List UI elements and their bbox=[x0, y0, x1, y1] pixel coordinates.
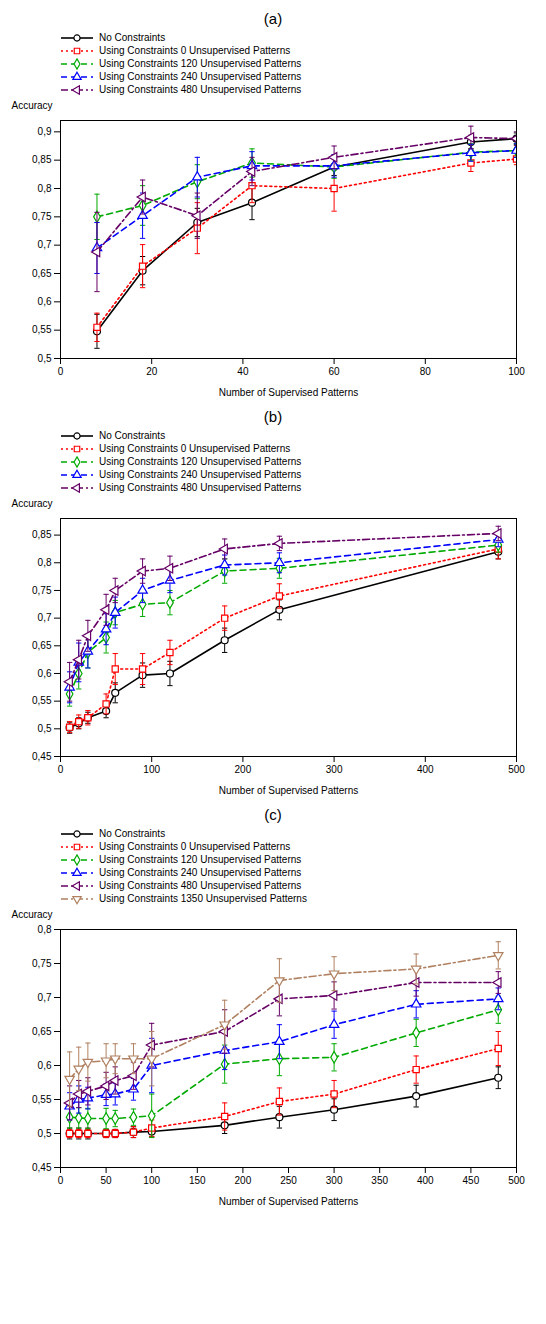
html-text:Using Constraints 480 Unsuperv: Using Constraints 480 Unsupervised Patte… bbox=[99, 482, 302, 493]
svg-text:500: 500 bbox=[508, 764, 525, 775]
svg-text:0,65: 0,65 bbox=[32, 1026, 52, 1037]
svg-text:60: 60 bbox=[329, 366, 341, 377]
svg-text:300: 300 bbox=[326, 1175, 343, 1186]
html-text:Using Constraints 240 Unsuperv: Using Constraints 240 Unsupervised Patte… bbox=[99, 469, 302, 480]
svg-text:80: 80 bbox=[420, 366, 432, 377]
svg-text:Accuracy: Accuracy bbox=[12, 909, 53, 920]
svg-text:0,9: 0,9 bbox=[38, 126, 52, 137]
svg-text:100: 100 bbox=[508, 366, 525, 377]
svg-text:300: 300 bbox=[326, 764, 343, 775]
svg-text:0,75: 0,75 bbox=[32, 958, 52, 969]
svg-text:0,75: 0,75 bbox=[32, 585, 52, 596]
html-text:Using Constraints 0 Unsupervis: Using Constraints 0 Unsupervised Pattern… bbox=[99, 841, 291, 852]
svg-text:200: 200 bbox=[235, 1175, 252, 1186]
svg-text:100: 100 bbox=[143, 1175, 160, 1186]
svg-text:Number of Supervised Patterns: Number of Supervised Patterns bbox=[219, 785, 359, 796]
html-text:Using Constraints 120 Unsuperv: Using Constraints 120 Unsupervised Patte… bbox=[99, 854, 302, 865]
html-text:Using Constraints 480 Unsuperv: Using Constraints 480 Unsupervised Patte… bbox=[99, 880, 302, 891]
svg-text:Number of Supervised Patterns: Number of Supervised Patterns bbox=[219, 1196, 359, 1207]
svg-text:0,45: 0,45 bbox=[32, 1162, 52, 1173]
svg-text:500: 500 bbox=[508, 1175, 525, 1186]
svg-text:40: 40 bbox=[237, 366, 249, 377]
svg-text:0,7: 0,7 bbox=[38, 992, 52, 1003]
svg-text:0,8: 0,8 bbox=[38, 557, 52, 568]
html-text:Using Constraints 120 Unsuperv: Using Constraints 120 Unsupervised Patte… bbox=[99, 58, 302, 69]
svg-text:0: 0 bbox=[58, 764, 64, 775]
html-text:Using Constraints 1350 Unsuper: Using Constraints 1350 Unsupervised Patt… bbox=[99, 893, 307, 904]
svg-text:400: 400 bbox=[417, 764, 434, 775]
svg-text:0: 0 bbox=[58, 1175, 64, 1186]
svg-text:20: 20 bbox=[146, 366, 158, 377]
svg-text:Accuracy: Accuracy bbox=[12, 498, 53, 509]
svg-text:0,45: 0,45 bbox=[32, 751, 52, 762]
html-text:(b): (b) bbox=[263, 408, 283, 425]
svg-text:0,7: 0,7 bbox=[38, 612, 52, 623]
svg-text:200: 200 bbox=[235, 764, 252, 775]
svg-text:0,65: 0,65 bbox=[32, 268, 52, 279]
html-text:No Constraints: No Constraints bbox=[99, 32, 166, 43]
svg-text:0,55: 0,55 bbox=[32, 1094, 52, 1105]
svg-text:150: 150 bbox=[189, 1175, 206, 1186]
svg-text:0,5: 0,5 bbox=[38, 723, 52, 734]
svg-text:Number of Supervised Patterns: Number of Supervised Patterns bbox=[219, 387, 359, 398]
svg-text:100: 100 bbox=[143, 764, 160, 775]
svg-text:0,7: 0,7 bbox=[38, 239, 52, 250]
svg-text:0,6: 0,6 bbox=[38, 668, 52, 679]
svg-text:0,85: 0,85 bbox=[32, 529, 52, 540]
svg-text:0,55: 0,55 bbox=[32, 695, 52, 706]
svg-text:450: 450 bbox=[463, 1175, 480, 1186]
svg-text:50: 50 bbox=[101, 1175, 113, 1186]
svg-text:0,55: 0,55 bbox=[32, 324, 52, 335]
html-text:No Constraints: No Constraints bbox=[99, 828, 166, 839]
svg-text:0,6: 0,6 bbox=[38, 1060, 52, 1071]
svg-text:0: 0 bbox=[58, 366, 64, 377]
html-text:Using Constraints 480 Unsuperv: Using Constraints 480 Unsupervised Patte… bbox=[99, 84, 302, 95]
html-text:Using Constraints 240 Unsuperv: Using Constraints 240 Unsupervised Patte… bbox=[99, 867, 302, 878]
svg-text:Accuracy: Accuracy bbox=[12, 100, 53, 111]
svg-text:400: 400 bbox=[417, 1175, 434, 1186]
html-text:No Constraints: No Constraints bbox=[99, 430, 166, 441]
html-text:(a): (a) bbox=[263, 10, 283, 27]
svg-text:0,85: 0,85 bbox=[32, 154, 52, 165]
svg-text:0,5: 0,5 bbox=[38, 353, 52, 364]
html-text:Using Constraints 0 Unsupervis: Using Constraints 0 Unsupervised Pattern… bbox=[99, 443, 291, 454]
svg-text:350: 350 bbox=[371, 1175, 388, 1186]
svg-text:0,75: 0,75 bbox=[32, 211, 52, 222]
svg-text:0,8: 0,8 bbox=[38, 924, 52, 935]
html-text:(c): (c) bbox=[264, 806, 282, 823]
svg-text:0,65: 0,65 bbox=[32, 640, 52, 651]
svg-text:0,6: 0,6 bbox=[38, 296, 52, 307]
html-text:Using Constraints 120 Unsuperv: Using Constraints 120 Unsupervised Patte… bbox=[99, 456, 302, 467]
svg-text:250: 250 bbox=[280, 1175, 297, 1186]
html-text:Using Constraints 240 Unsuperv: Using Constraints 240 Unsupervised Patte… bbox=[99, 71, 302, 82]
svg-text:0,5: 0,5 bbox=[38, 1128, 52, 1139]
svg-text:0,8: 0,8 bbox=[38, 183, 52, 194]
html-text:Using Constraints 0 Unsupervis: Using Constraints 0 Unsupervised Pattern… bbox=[99, 45, 291, 56]
